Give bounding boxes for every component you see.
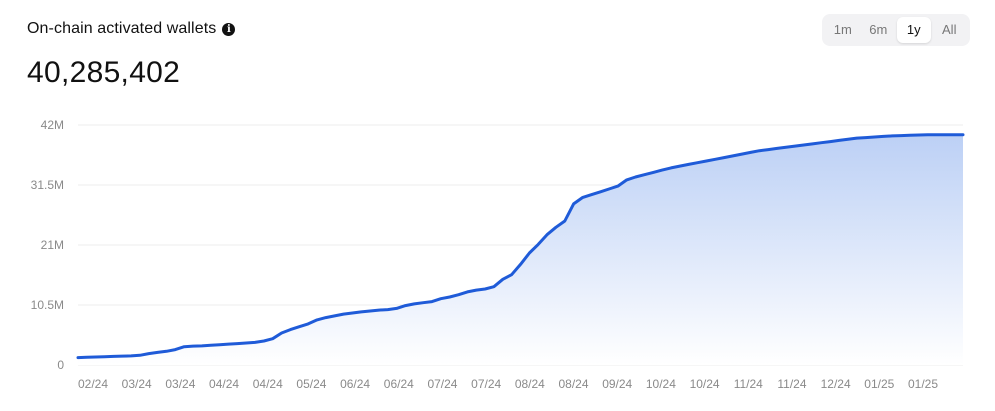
chart-title: On-chain activated wallets — [27, 20, 217, 37]
x-tick-label: 12/24 — [821, 377, 851, 391]
x-tick-label: 05/24 — [296, 377, 326, 391]
x-tick-label: 01/25 — [908, 377, 938, 391]
x-tick-label: 03/24 — [122, 377, 152, 391]
x-tick-label: 10/24 — [646, 377, 676, 391]
x-tick-label: 01/25 — [864, 377, 894, 391]
range-all-button[interactable]: All — [942, 22, 957, 37]
range-6m-button[interactable]: 6m — [869, 22, 888, 37]
y-tick-label: 0 — [57, 358, 64, 372]
x-tick-label: 08/24 — [559, 377, 589, 391]
y-axis: 0 10.5M 21M 31.5M 42M — [31, 118, 65, 372]
x-tick-label: 03/24 — [165, 377, 195, 391]
y-tick-label: 42M — [41, 118, 64, 132]
series-line — [76, 133, 965, 360]
x-tick-label: 07/24 — [427, 377, 457, 391]
info-icon[interactable]: i — [222, 22, 236, 36]
x-tick-label: 02/24 — [78, 377, 108, 391]
series-area-fill — [78, 134, 963, 365]
x-tick-label: 10/24 — [690, 377, 720, 391]
x-tick-label: 06/24 — [384, 377, 414, 391]
x-axis: 02/24 03/24 03/24 04/24 04/24 05/24 06/24 06/24… — [78, 377, 938, 391]
y-tick-label: 31.5M — [31, 178, 64, 192]
x-tick-label: 07/24 — [471, 377, 501, 391]
x-tick-label: 11/24 — [777, 377, 806, 391]
y-tick-label: 21M — [41, 238, 64, 252]
range-1m-button[interactable]: 1m — [833, 22, 852, 37]
x-tick-label: 11/24 — [734, 377, 763, 391]
range-1y-button[interactable]: 1y — [897, 17, 931, 43]
x-tick-label: 09/24 — [602, 377, 632, 391]
x-tick-label: 04/24 — [253, 377, 283, 391]
y-tick-label: 10.5M — [31, 298, 64, 312]
x-tick-label: 08/24 — [515, 377, 545, 391]
current-value: 40,285,402 — [27, 56, 181, 89]
x-tick-label: 06/24 — [340, 377, 370, 391]
chart-header: On-chain activated wallets i — [27, 20, 236, 38]
x-tick-label: 04/24 — [209, 377, 239, 391]
time-range-selector: 1m 6m 1y All — [822, 14, 970, 46]
